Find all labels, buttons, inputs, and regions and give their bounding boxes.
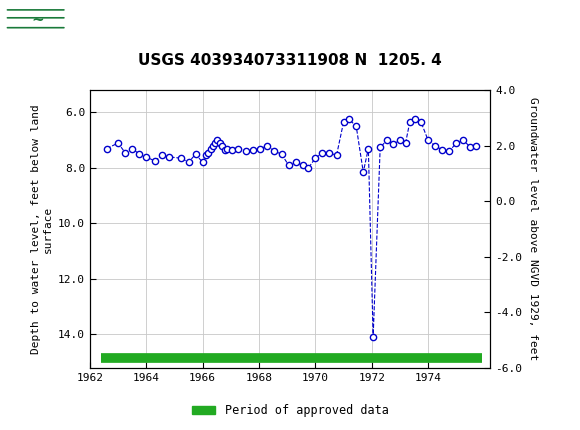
Bar (5, 3, 71, 37)
Legend: Period of approved data: Period of approved data (187, 399, 393, 422)
Y-axis label: Groundwater level above NGVD 1929, feet: Groundwater level above NGVD 1929, feet (528, 97, 538, 361)
Text: USGS 403934073311908 N  1205. 4: USGS 403934073311908 N 1205. 4 (138, 53, 442, 68)
Text: ~: ~ (32, 13, 44, 27)
Text: USGS: USGS (78, 11, 133, 29)
Y-axis label: Depth to water level, feet below land
surface: Depth to water level, feet below land su… (31, 104, 52, 354)
